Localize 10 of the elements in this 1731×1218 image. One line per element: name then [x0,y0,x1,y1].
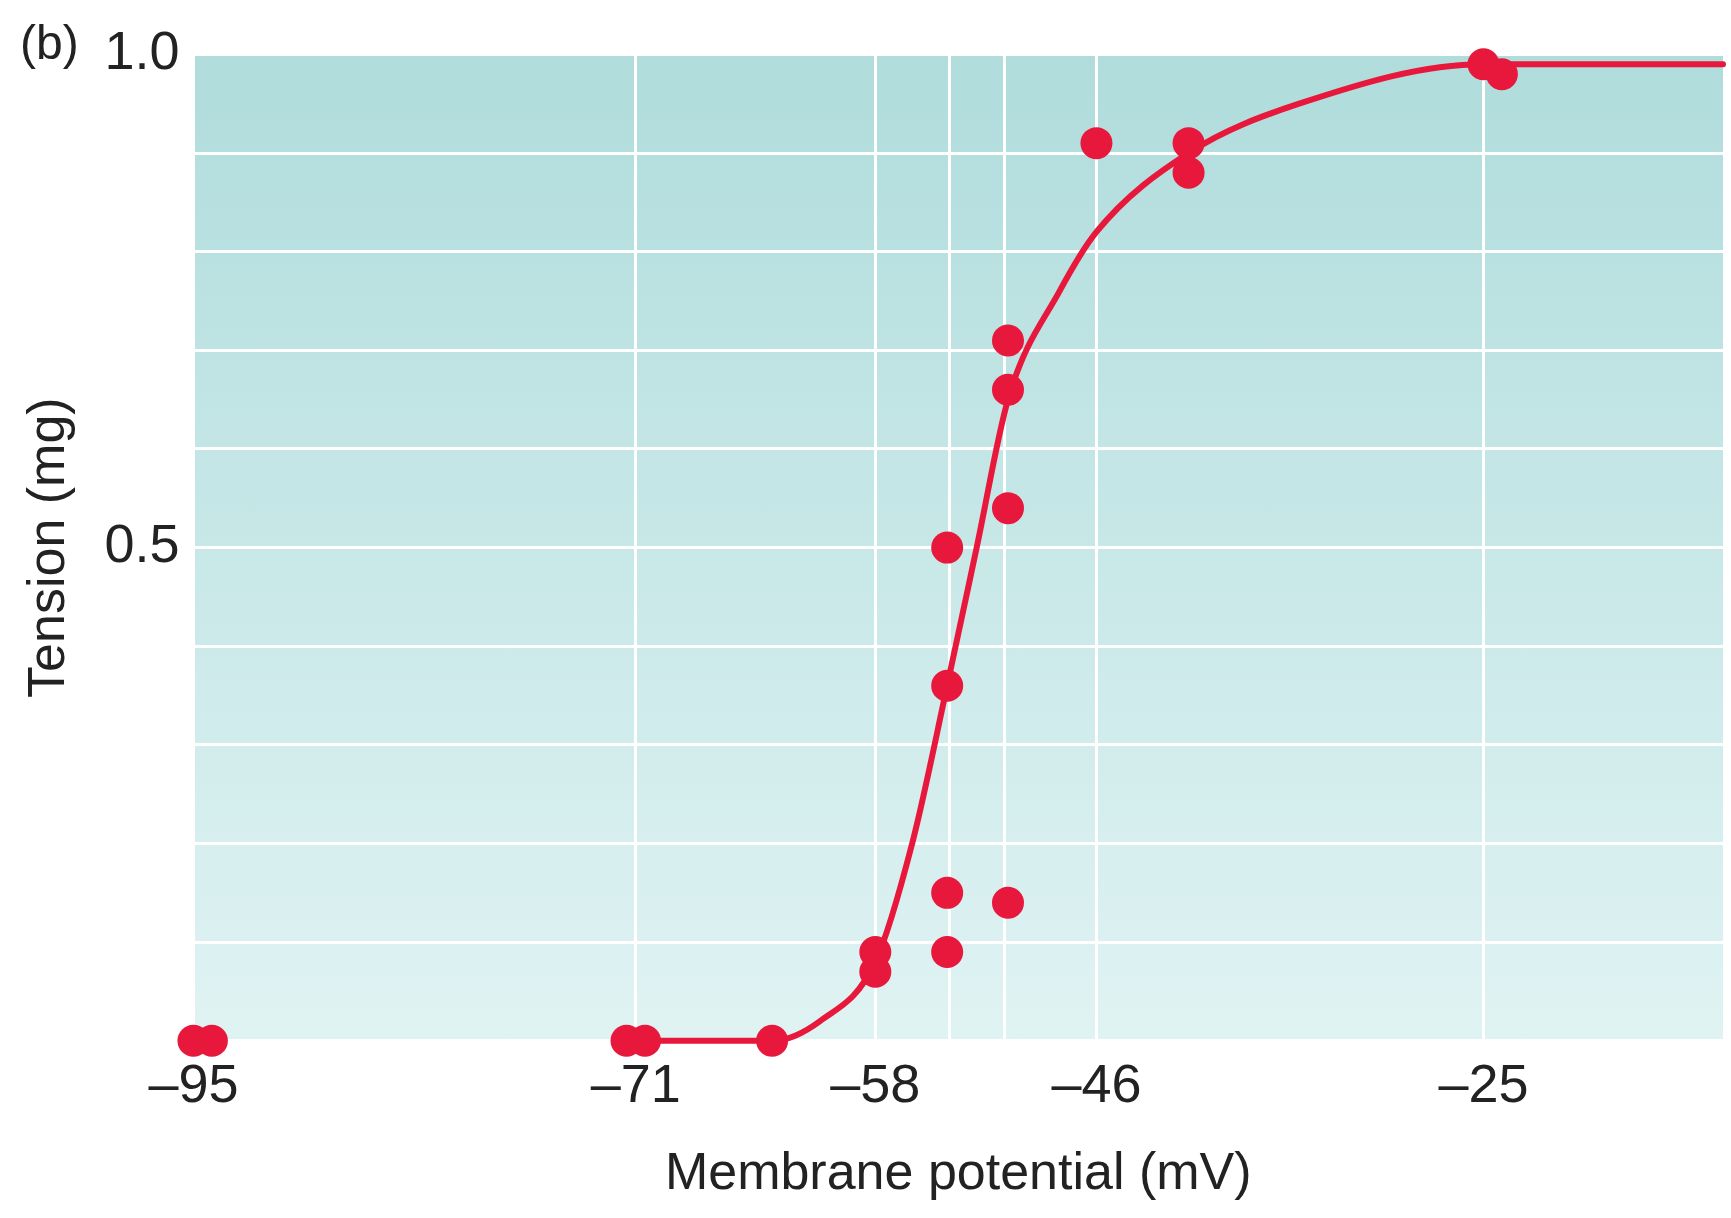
x-tick-label: –58 [830,1053,921,1114]
y-tick-label: 0.5 [104,513,180,574]
text: (b) [20,16,79,70]
x-tick-label: –25 [1438,1053,1529,1114]
x-tick-label: –71 [590,1053,681,1114]
x-axis-title: Membrane potential (mV) [664,1142,1252,1201]
y-axis-title: Tension (mg) [16,397,75,698]
x-tick-label: –46 [1051,1053,1142,1114]
x-tick-label: –95 [148,1053,239,1114]
y-tick-label: 1.0 [104,20,180,81]
